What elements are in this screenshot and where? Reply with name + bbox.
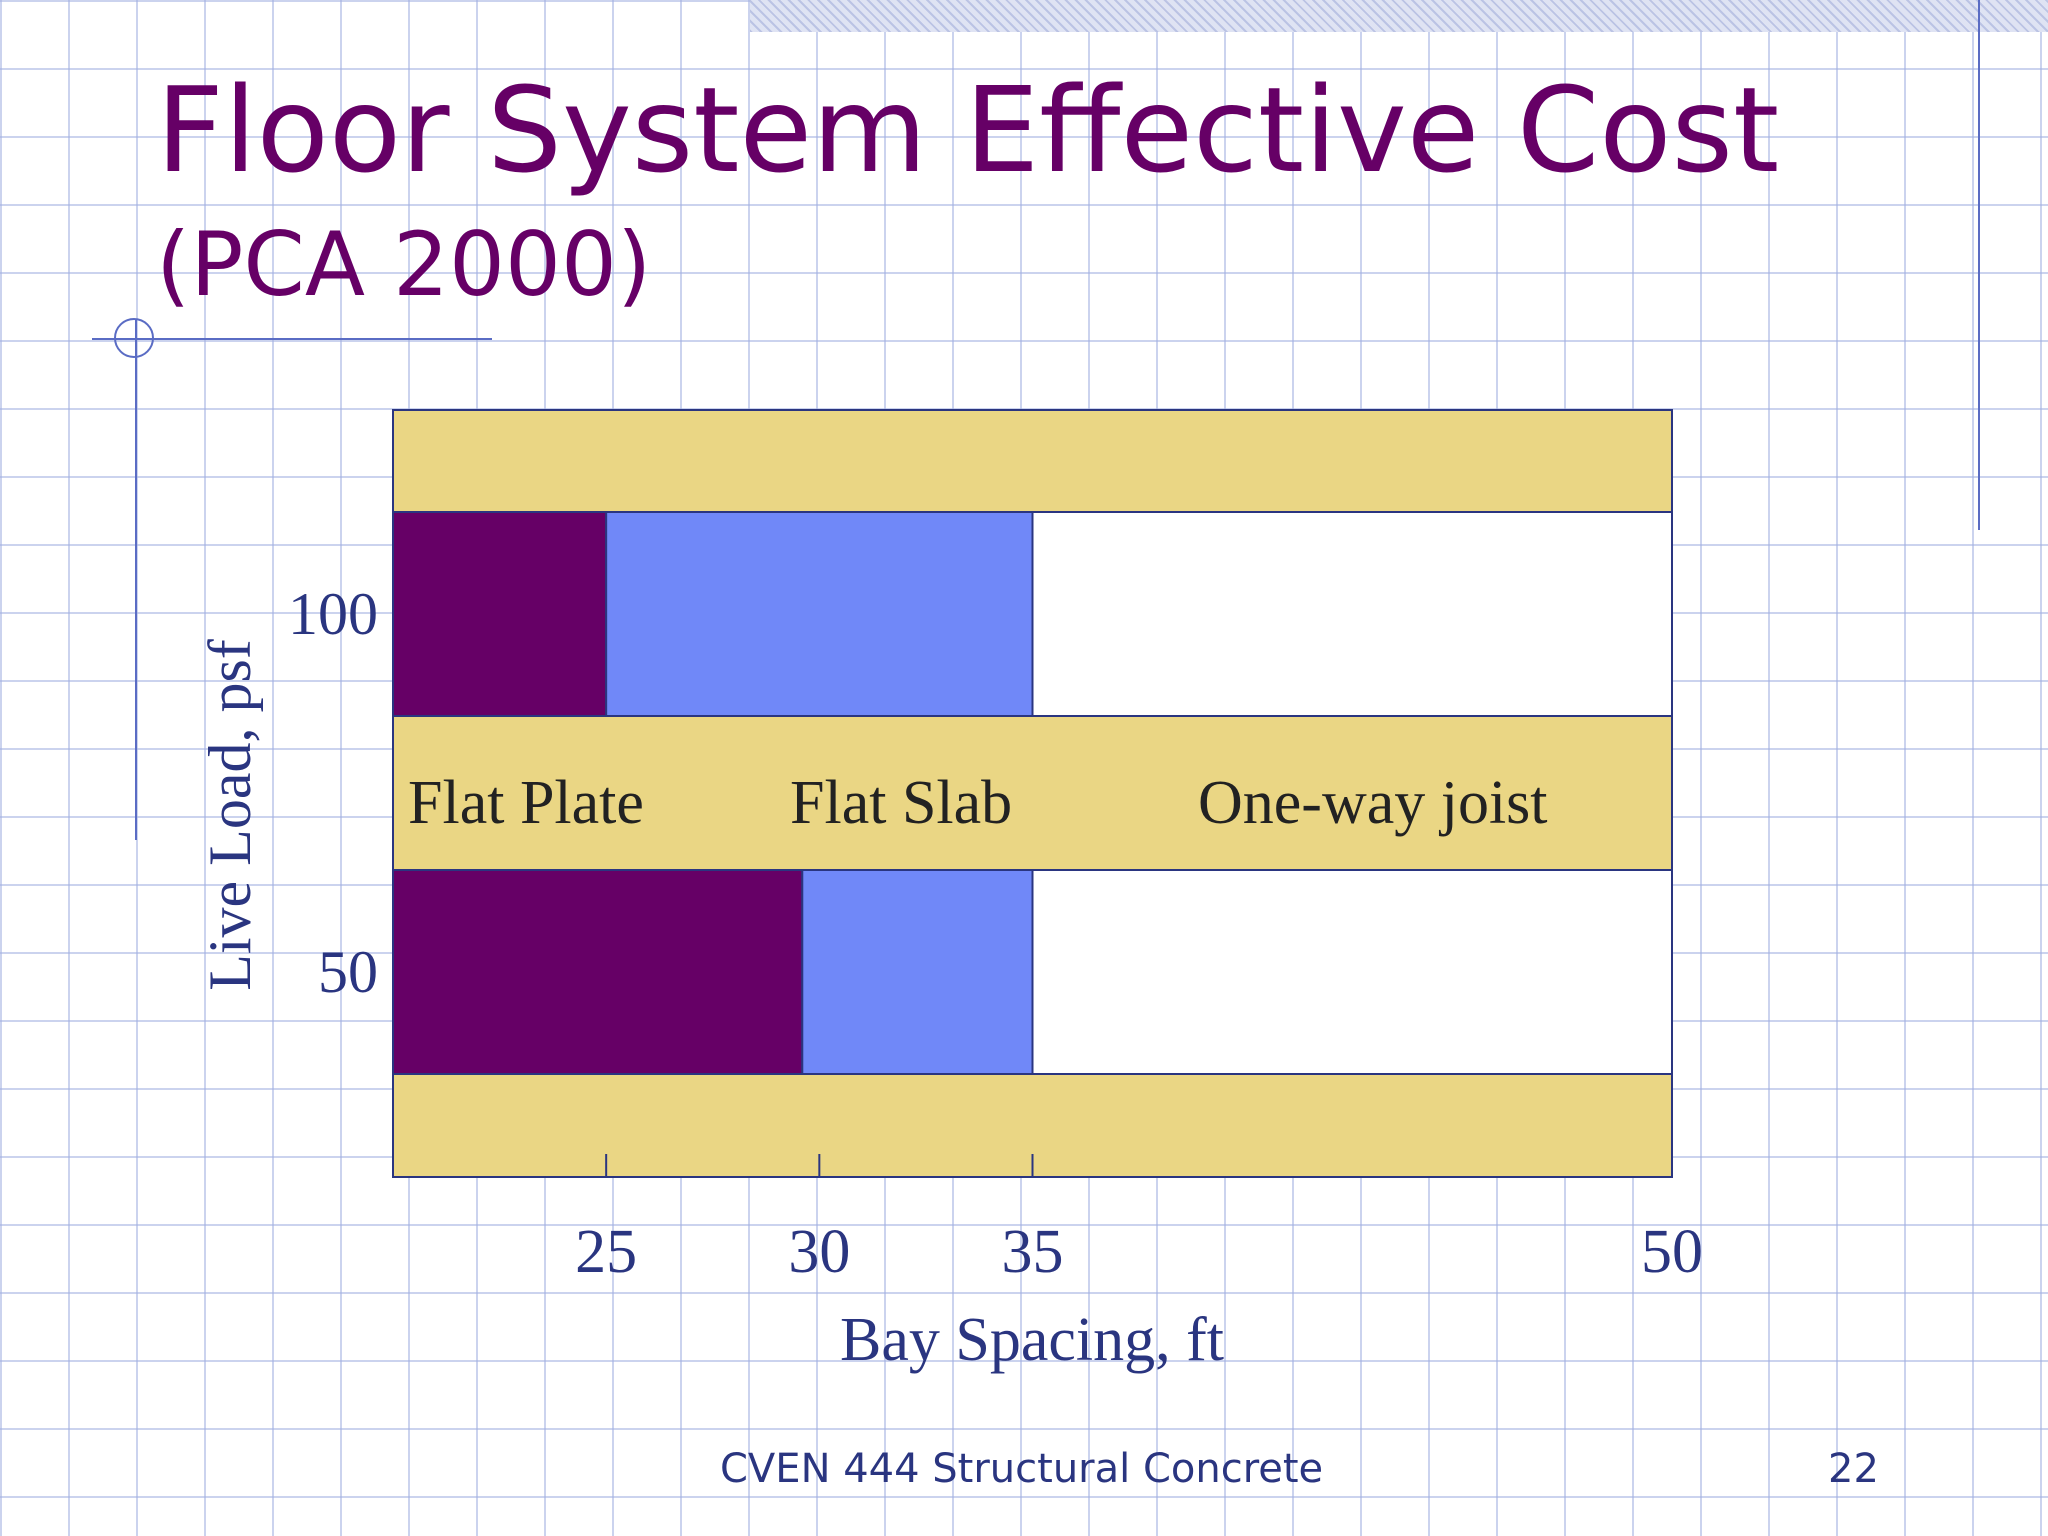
y-tick-label-100: 100 <box>288 581 378 647</box>
slide-title: Floor System Effective Cost <box>156 61 1780 199</box>
decorative-top-band <box>750 0 2048 32</box>
x-axis-label: Bay Spacing, ft <box>840 1306 1224 1374</box>
y-axis-label: Live Load, psf <box>197 639 263 991</box>
legend-layer: Flat Plate Flat Slab One-way joist <box>408 769 1548 837</box>
legend-label-one-way-joist: One-way joist <box>1198 769 1548 837</box>
x-tick-label-50: 50 <box>1641 1218 1703 1286</box>
page-number: 22 <box>1828 1446 1879 1492</box>
x-tick-label-25: 25 <box>575 1218 637 1286</box>
bar-flat-slab-100 <box>605 511 1034 717</box>
decorative-horizontal-line-left <box>92 338 492 340</box>
decorative-circle <box>114 318 154 358</box>
legend-label-flat-slab: Flat Slab <box>790 769 1012 837</box>
footer-course-title: CVEN 444 Structural Concrete Desi <box>720 1446 1330 1492</box>
legend-label-flat-plate: Flat Plate <box>408 769 644 837</box>
bar-flat-slab-50 <box>801 869 1034 1075</box>
bar-flat-plate-100 <box>392 511 608 717</box>
bar-one-way-joist-100 <box>1031 511 1673 717</box>
decorative-vertical-line-left <box>135 320 137 840</box>
bar-one-way-joist-50 <box>1031 869 1673 1075</box>
ticks-layer: 100 50 25 30 35 50 <box>288 581 1703 1286</box>
decorative-vertical-line-right <box>1978 0 1980 530</box>
bars-layer <box>392 511 1673 1075</box>
x-tick-label-30: 30 <box>788 1218 850 1286</box>
x-tick-label-35: 35 <box>1002 1218 1064 1286</box>
bar-flat-plate-50 <box>392 869 804 1075</box>
slide-subtitle: (PCA 2000) <box>156 213 652 316</box>
y-tick-label-50: 50 <box>318 939 378 1005</box>
